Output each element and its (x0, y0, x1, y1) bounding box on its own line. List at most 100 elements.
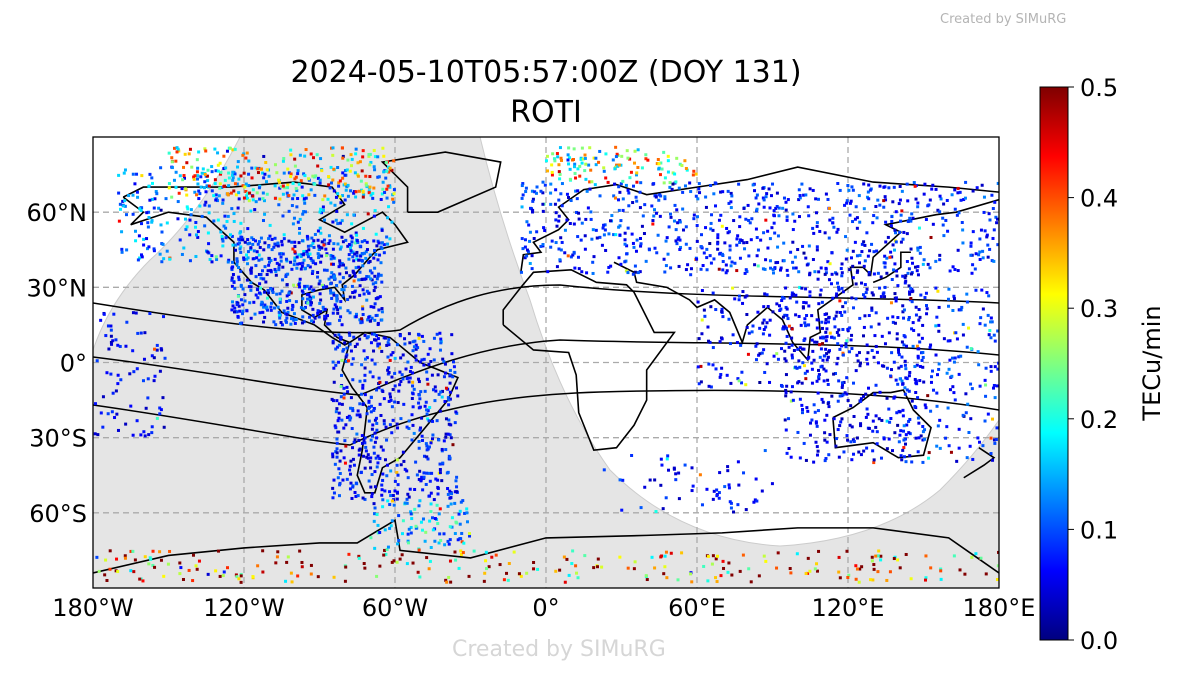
roti-point (191, 579, 195, 583)
roti-point (806, 556, 810, 560)
roti-point (702, 564, 706, 568)
roti-point (653, 246, 657, 250)
roti-point (993, 396, 997, 400)
roti-point (700, 503, 704, 507)
roti-point (316, 164, 320, 168)
roti-point (355, 342, 359, 346)
roti-point (797, 314, 801, 318)
roti-point (347, 257, 351, 261)
roti-point (840, 344, 844, 348)
roti-point (899, 454, 903, 458)
roti-point (366, 456, 370, 460)
roti-point (278, 300, 282, 304)
roti-point (738, 256, 742, 260)
roti-point (158, 550, 162, 554)
roti-point (395, 491, 399, 495)
roti-point (717, 496, 721, 500)
roti-point (657, 198, 661, 202)
roti-point (262, 248, 266, 252)
roti-point (352, 191, 356, 195)
roti-point (846, 575, 850, 579)
roti-point (279, 259, 283, 263)
roti-point (900, 355, 904, 359)
roti-point (638, 206, 642, 210)
roti-point (872, 567, 876, 571)
roti-point (904, 274, 908, 278)
roti-point (990, 193, 994, 197)
roti-point (181, 577, 185, 581)
roti-point (305, 284, 309, 288)
roti-point (988, 329, 992, 333)
roti-point (482, 579, 486, 583)
roti-point (865, 343, 869, 347)
roti-point (570, 562, 574, 566)
roti-point (349, 416, 353, 420)
roti-point (279, 321, 283, 325)
roti-point (837, 455, 841, 459)
roti-point (549, 182, 553, 186)
roti-point (259, 272, 263, 276)
roti-point (370, 427, 374, 431)
roti-point (911, 321, 915, 325)
roti-point (230, 276, 234, 280)
roti-point (115, 412, 119, 416)
roti-point (185, 225, 189, 229)
roti-point (981, 444, 985, 448)
roti-point (308, 252, 312, 256)
roti-point (251, 194, 255, 198)
roti-point (815, 221, 819, 225)
roti-point (110, 342, 114, 346)
roti-point (372, 445, 376, 449)
roti-point (354, 190, 358, 194)
roti-point (883, 285, 887, 289)
roti-point (834, 444, 838, 448)
colorbar-tick-label: 0.0 (1080, 627, 1118, 655)
roti-point (270, 237, 274, 241)
roti-point (648, 478, 652, 482)
roti-point (895, 269, 899, 273)
roti-point (910, 460, 914, 464)
roti-point (427, 471, 431, 475)
roti-point (921, 355, 925, 359)
roti-point (717, 218, 721, 222)
roti-point (262, 176, 266, 180)
roti-point (899, 364, 903, 368)
roti-point (430, 373, 434, 377)
roti-point (329, 282, 333, 286)
roti-point (214, 169, 218, 173)
roti-point (816, 277, 820, 281)
roti-point (624, 269, 628, 273)
roti-point (541, 243, 545, 247)
roti-point (436, 492, 440, 496)
roti-point (310, 271, 314, 275)
roti-point (596, 557, 600, 561)
roti-point (728, 244, 732, 248)
roti-point (798, 196, 802, 200)
roti-point (335, 455, 339, 459)
roti-point (226, 193, 230, 197)
roti-point (559, 156, 563, 160)
roti-point (866, 190, 870, 194)
roti-point (187, 568, 191, 572)
roti-point (760, 489, 764, 493)
roti-point (139, 331, 143, 335)
roti-point (858, 220, 862, 224)
roti-point (214, 193, 218, 197)
roti-point (902, 308, 906, 312)
roti-point (271, 290, 275, 294)
roti-point (892, 396, 896, 400)
roti-point (291, 181, 295, 185)
roti-point (170, 156, 174, 160)
roti-point (614, 233, 618, 237)
roti-point (234, 193, 238, 197)
roti-point (567, 162, 571, 166)
x-tick-label: 180°E (963, 594, 1036, 622)
roti-point (563, 580, 567, 584)
roti-point (725, 373, 729, 377)
roti-point (490, 555, 494, 559)
roti-point (244, 182, 248, 186)
roti-point (300, 264, 304, 268)
roti-point (472, 549, 476, 553)
roti-point (248, 301, 252, 305)
roti-point (815, 424, 819, 428)
